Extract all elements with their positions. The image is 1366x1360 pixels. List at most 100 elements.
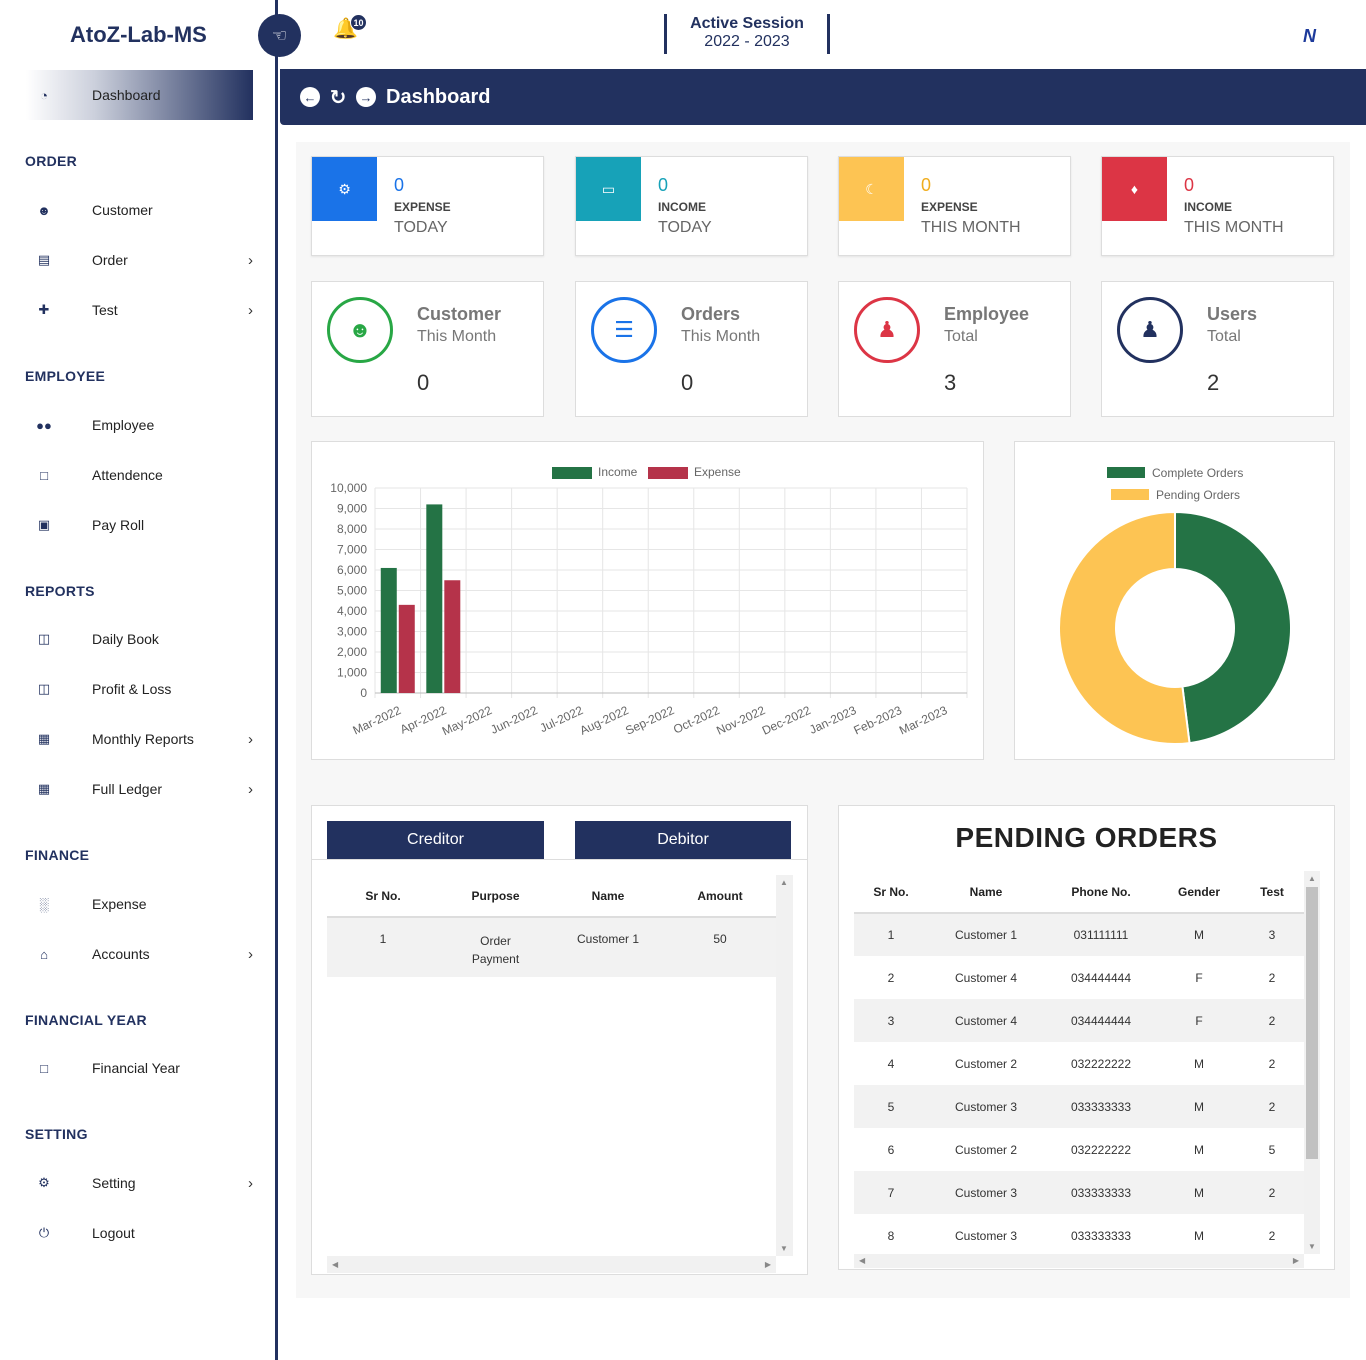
- sidebar-item-setting[interactable]: ⚙ Setting ›: [26, 1158, 253, 1208]
- y-tick-label: 6,000: [337, 563, 367, 577]
- horizontal-scrollbar[interactable]: ◀ ▶: [327, 1256, 776, 1273]
- sidebar-item-label: Monthly Reports: [92, 731, 194, 747]
- table-row[interactable]: 5 Customer 3 033333333 M 2: [854, 1085, 1304, 1128]
- gears-icon: ⚙: [38, 1175, 50, 1190]
- y-tick-label: 3,000: [337, 625, 367, 639]
- cell-test: 2: [1268, 1185, 1276, 1200]
- bar-income: [380, 567, 397, 693]
- creditor-tab[interactable]: Creditor: [327, 821, 544, 859]
- info-period: THIS MONTH: [1184, 219, 1284, 236]
- table-row[interactable]: 6 Customer 2 032222222 M 5: [854, 1128, 1304, 1171]
- vertical-scrollbar[interactable]: ▲ ▼: [776, 875, 793, 1256]
- legend-swatch: [1111, 489, 1149, 500]
- chevron-right-icon: ›: [248, 251, 253, 269]
- table-row[interactable]: 2 Customer 4 034444444 F 2: [854, 956, 1304, 999]
- sidebar-item-full-ledger[interactable]: ▦ Full Ledger ›: [26, 764, 253, 814]
- stat-box-customer[interactable]: ☻ Customer This Month 0: [311, 281, 544, 417]
- stat-title: Employee: [944, 304, 1030, 324]
- app-brand[interactable]: AtoZ-Lab-MS: [70, 22, 207, 47]
- pending-table-wrap: Sr No. Name Phone No. Gender Test 1 Custo…: [854, 871, 1304, 1254]
- page-title: Dashboard: [386, 85, 491, 108]
- info-box-income-today[interactable]: ▭ 0 INCOME TODAY: [575, 156, 808, 256]
- sidebar-item-label: Expense: [92, 896, 147, 912]
- medkit-icon: ✚: [38, 302, 50, 317]
- sidebar-item-daily-book[interactable]: ◫ Daily Book: [26, 614, 253, 664]
- table-row[interactable]: 7 Customer 3 033333333 M 2: [854, 1171, 1304, 1214]
- sidebar-item-payroll[interactable]: ▣ Pay Roll: [26, 500, 253, 550]
- sidebar-item-attendence[interactable]: □ Attendence: [26, 450, 253, 500]
- info-kind: EXPENSE: [921, 200, 978, 214]
- book-icon: ◫: [37, 681, 51, 696]
- x-tick-label: May-2022: [440, 703, 495, 738]
- x-tick-label: Jun-2022: [488, 703, 540, 737]
- cell-sr: 8: [887, 1228, 895, 1243]
- cell-name: Customer 4: [954, 970, 1018, 985]
- sidebar-item-financial-year[interactable]: □ Financial Year: [26, 1043, 253, 1093]
- sidebar-item-logout[interactable]: ⏻ Logout: [26, 1208, 253, 1258]
- back-icon[interactable]: ←: [300, 87, 320, 107]
- y-tick-label: 4,000: [337, 604, 367, 618]
- chevron-right-icon: ›: [248, 730, 253, 748]
- col-name: Name: [928, 871, 1044, 914]
- sidebar-item-expense[interactable]: ░ Expense: [26, 879, 253, 929]
- bell-icon: ♦: [1102, 157, 1167, 221]
- x-tick-label: Oct-2022: [671, 703, 722, 737]
- table-row[interactable]: 3 Customer 4 034444444 F 2: [854, 999, 1304, 1042]
- legend-label: Expense: [694, 465, 741, 479]
- sidebar-item-customer[interactable]: ☻ Customer: [26, 185, 253, 235]
- user-plus-icon: ☻: [327, 297, 393, 363]
- table-row[interactable]: 1 Customer 1 031111111 M 3: [854, 913, 1304, 956]
- section-finance: FINANCE: [25, 847, 90, 863]
- forward-icon[interactable]: →: [356, 87, 376, 107]
- info-box-expense-today[interactable]: ⚙ 0 EXPENSE TODAY: [311, 156, 544, 256]
- sidebar-item-accounts[interactable]: ⌂ Accounts ›: [26, 929, 253, 979]
- stat-value: 2: [1207, 370, 1220, 395]
- sidebar-item-profit-loss[interactable]: ◫ Profit & Loss: [26, 664, 253, 714]
- table-row[interactable]: 4 Customer 2 032222222 M 2: [854, 1042, 1304, 1085]
- info-value: 0: [658, 175, 669, 195]
- table-header-row: Sr No. Purpose Name Amount: [327, 875, 776, 918]
- y-tick-label: 0: [360, 686, 367, 700]
- y-tick-label: 2,000: [337, 645, 367, 659]
- cell-name: Customer 4: [954, 1013, 1018, 1028]
- sidebar-item-dashboard[interactable]: ◔ Dashboard: [26, 70, 253, 120]
- info-box-expense-month[interactable]: ☾ 0 EXPENSE THIS MONTH: [838, 156, 1071, 256]
- section-order: ORDER: [25, 153, 78, 169]
- sidebar-toggle-button[interactable]: ☜: [258, 14, 301, 57]
- cell-name: Customer 3: [954, 1099, 1018, 1114]
- legend-swatch-income: [552, 467, 592, 479]
- sidebar-item-label: Test: [92, 302, 118, 318]
- stat-value: 3: [944, 370, 957, 395]
- cell-gender: F: [1195, 970, 1203, 985]
- sidebar-item-test[interactable]: ✚ Test ›: [26, 285, 253, 335]
- info-value: 0: [394, 175, 405, 195]
- horizontal-scrollbar[interactable]: ◀ ▶: [854, 1254, 1304, 1268]
- laptop-icon: ▭: [576, 157, 641, 221]
- table-row[interactable]: 1 Order Payment Customer 1 50: [327, 917, 776, 977]
- col-sr: Sr No.: [854, 871, 928, 914]
- scroll-right-icon: ▶: [1292, 1256, 1299, 1265]
- info-value: 0: [1184, 175, 1195, 195]
- refresh-icon[interactable]: ↻: [329, 86, 347, 109]
- bar-expense: [444, 580, 461, 693]
- scrollbar-thumb[interactable]: [1306, 887, 1318, 1159]
- vertical-scrollbar[interactable]: ▲ ▼: [1304, 871, 1320, 1254]
- legend-label: Pending Orders: [1156, 488, 1240, 502]
- info-box-income-month[interactable]: ♦ 0 INCOME THIS MONTH: [1101, 156, 1334, 256]
- table-row[interactable]: 8 Customer 3 033333333 M 2: [854, 1214, 1304, 1254]
- stat-box-orders[interactable]: ☰ Orders This Month 0: [575, 281, 808, 417]
- user-icon: ♟: [1117, 297, 1183, 363]
- sidebar-item-order[interactable]: ▤ Order ›: [26, 235, 253, 285]
- page-header-bar: ← ↻ → Dashboard: [280, 69, 1366, 125]
- chevron-right-icon: ›: [248, 1174, 253, 1192]
- y-tick-label: 1,000: [337, 666, 367, 680]
- stat-box-employee[interactable]: ♟ Employee Total 3: [838, 281, 1071, 417]
- sidebar-item-label: Full Ledger: [92, 781, 163, 797]
- stat-value: 0: [681, 370, 694, 395]
- info-period: TODAY: [394, 219, 448, 236]
- debitor-tab[interactable]: Debitor: [575, 821, 791, 859]
- sidebar-item-monthly-reports[interactable]: ▦ Monthly Reports ›: [26, 714, 253, 764]
- stat-box-users[interactable]: ♟ Users Total 2: [1101, 281, 1334, 417]
- sidebar-item-employee[interactable]: ●● Employee: [26, 400, 253, 450]
- cell-purpose: Order Payment: [471, 934, 520, 966]
